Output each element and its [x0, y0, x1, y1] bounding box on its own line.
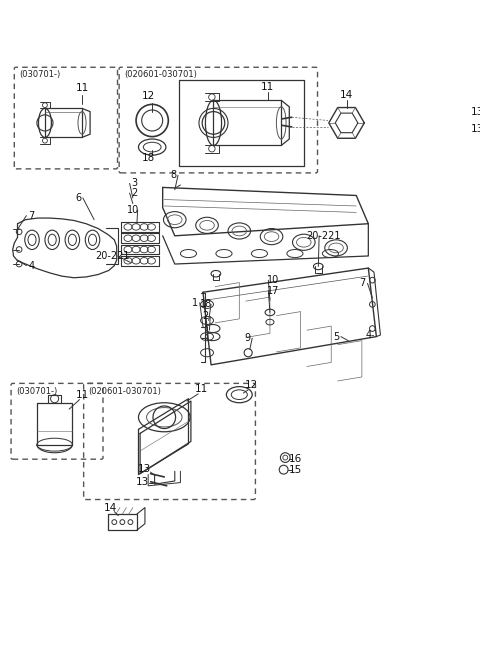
Text: 20-221: 20-221 [96, 251, 130, 261]
Text: 3: 3 [132, 179, 137, 188]
Text: 14: 14 [104, 502, 117, 513]
Text: (020601-030701): (020601-030701) [124, 70, 197, 79]
Text: 2: 2 [132, 188, 138, 198]
Text: 11: 11 [75, 83, 89, 94]
Text: 1: 1 [192, 298, 198, 308]
Text: 17: 17 [267, 286, 279, 295]
Text: 14: 14 [340, 90, 353, 100]
Text: 11: 11 [75, 390, 89, 400]
Text: 7: 7 [28, 211, 35, 221]
Text: (030701-): (030701-) [16, 386, 57, 395]
Text: 13: 13 [138, 464, 152, 474]
Text: 12: 12 [245, 380, 258, 390]
Text: 7: 7 [360, 279, 366, 288]
Text: 16: 16 [289, 454, 302, 464]
Text: 20-221: 20-221 [307, 231, 341, 241]
Text: 13: 13 [136, 477, 149, 487]
Text: 10: 10 [127, 205, 139, 215]
Text: 10: 10 [267, 275, 279, 285]
Text: 12: 12 [142, 92, 155, 101]
Text: 11: 11 [195, 384, 208, 394]
Text: 15: 15 [289, 466, 302, 475]
Text: 11: 11 [261, 82, 274, 92]
Text: 9: 9 [244, 333, 251, 343]
Text: 13: 13 [470, 108, 480, 117]
Text: 5: 5 [333, 332, 339, 342]
Text: 18: 18 [142, 153, 155, 163]
Text: 6: 6 [75, 193, 81, 203]
Text: 13: 13 [470, 124, 480, 134]
Text: (020601-030701): (020601-030701) [88, 386, 161, 395]
Text: 8: 8 [170, 170, 176, 181]
Text: (030701-): (030701-) [19, 70, 60, 79]
Text: 4: 4 [28, 261, 34, 271]
Text: 4: 4 [365, 330, 372, 340]
Text: 18: 18 [200, 299, 212, 310]
Text: 2: 2 [202, 312, 208, 321]
